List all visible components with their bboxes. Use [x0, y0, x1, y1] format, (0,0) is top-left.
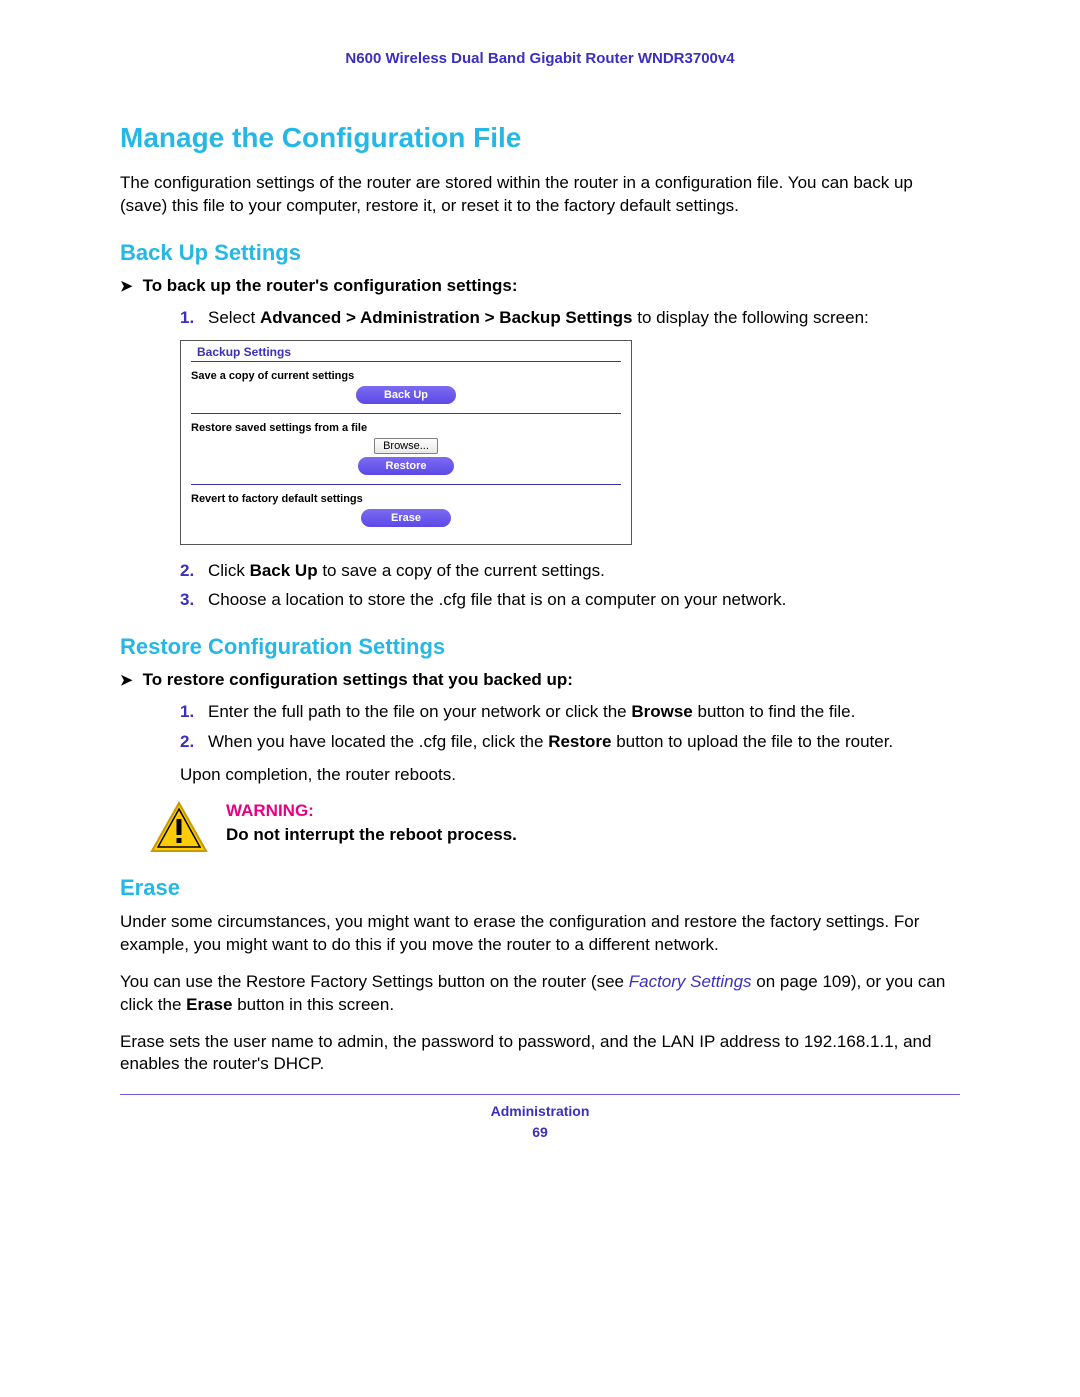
backup-steps: Select Advanced > Administration > Backu… — [180, 306, 960, 330]
r-step1-pre: Enter the full path to the file on your … — [208, 702, 631, 721]
backup-step-1: Select Advanced > Administration > Backu… — [180, 306, 960, 330]
erase-p2-pre: You can use the Restore Factory Settings… — [120, 972, 629, 991]
h2-erase: Erase — [120, 875, 960, 901]
erase-p2-post: button in this screen. — [232, 995, 394, 1014]
step2-pre: Click — [208, 561, 250, 580]
footer-section: Administration — [120, 1101, 960, 1122]
warning-block: WARNING: Do not interrupt the reboot pro… — [150, 801, 960, 853]
r-step2-pre: When you have located the .cfg file, cli… — [208, 732, 548, 751]
h2-backup-settings: Back Up Settings — [120, 240, 960, 266]
browse-button[interactable]: Browse... — [374, 438, 438, 454]
footer-rule — [120, 1094, 960, 1095]
arrow-icon: ➤ — [120, 671, 133, 689]
warning-body: Do not interrupt the reboot process. — [226, 825, 517, 845]
panel-section-save: Save a copy of current settings Back Up — [191, 362, 621, 414]
restore-completion: Upon completion, the router reboots. — [180, 764, 960, 787]
panel-save-label: Save a copy of current settings — [191, 370, 621, 382]
footer-page-number: 69 — [120, 1122, 960, 1143]
restore-button[interactable]: Restore — [358, 457, 455, 475]
r-step1-bold: Browse — [631, 702, 692, 721]
document-page: N600 Wireless Dual Band Gigabit Router W… — [0, 0, 1080, 1397]
r-step1-post: button to find the file. — [693, 702, 856, 721]
erase-button[interactable]: Erase — [361, 509, 451, 527]
panel-title: Backup Settings — [191, 341, 621, 362]
step2-bold: Back Up — [250, 561, 318, 580]
backup-step-3: Choose a location to store the .cfg file… — [180, 588, 960, 612]
warning-icon — [150, 801, 208, 853]
erase-p3: Erase sets the user name to admin, the p… — [120, 1031, 960, 1077]
r-step2-post: button to upload the file to the router. — [612, 732, 894, 751]
arrow-icon: ➤ — [120, 277, 133, 295]
backup-settings-panel: Backup Settings Save a copy of current s… — [180, 340, 632, 545]
restore-steps: Enter the full path to the file on your … — [180, 700, 960, 754]
backup-steps-2: Click Back Up to save a copy of the curr… — [180, 559, 960, 613]
panel-section-restore: Restore saved settings from a file Brows… — [191, 414, 621, 485]
h1-manage-config: Manage the Configuration File — [120, 122, 960, 154]
step2-post: to save a copy of the current settings. — [318, 561, 605, 580]
task-restore-text: To restore configuration settings that y… — [143, 670, 573, 690]
task-backup-text: To back up the router's configuration se… — [143, 276, 518, 296]
warning-text: WARNING: Do not interrupt the reboot pro… — [226, 801, 517, 845]
step1-post: to display the following screen: — [633, 308, 869, 327]
erase-p1: Under some circumstances, you might want… — [120, 911, 960, 957]
footer: Administration 69 — [120, 1101, 960, 1143]
header-product-title: N600 Wireless Dual Band Gigabit Router W… — [120, 50, 960, 67]
panel-restore-label: Restore saved settings from a file — [191, 422, 621, 434]
erase-p2-bold: Erase — [186, 995, 232, 1014]
erase-p2: You can use the Restore Factory Settings… — [120, 971, 960, 1017]
step1-pre: Select — [208, 308, 260, 327]
intro-paragraph: The configuration settings of the router… — [120, 172, 960, 218]
factory-settings-link[interactable]: Factory Settings — [629, 972, 752, 991]
r-step2-bold: Restore — [548, 732, 611, 751]
restore-step-1: Enter the full path to the file on your … — [180, 700, 960, 724]
step1-bold: Advanced > Administration > Backup Setti… — [260, 308, 633, 327]
warning-label: WARNING: — [226, 801, 517, 821]
backup-step-2: Click Back Up to save a copy of the curr… — [180, 559, 960, 583]
restore-step-2: When you have located the .cfg file, cli… — [180, 730, 960, 754]
task-restore: ➤ To restore configuration settings that… — [120, 670, 960, 690]
h2-restore-settings: Restore Configuration Settings — [120, 634, 960, 660]
panel-revert-label: Revert to factory default settings — [191, 493, 621, 505]
panel-section-revert: Revert to factory default settings Erase — [191, 485, 621, 544]
backup-button[interactable]: Back Up — [356, 386, 456, 404]
task-backup: ➤ To back up the router's configuration … — [120, 276, 960, 296]
